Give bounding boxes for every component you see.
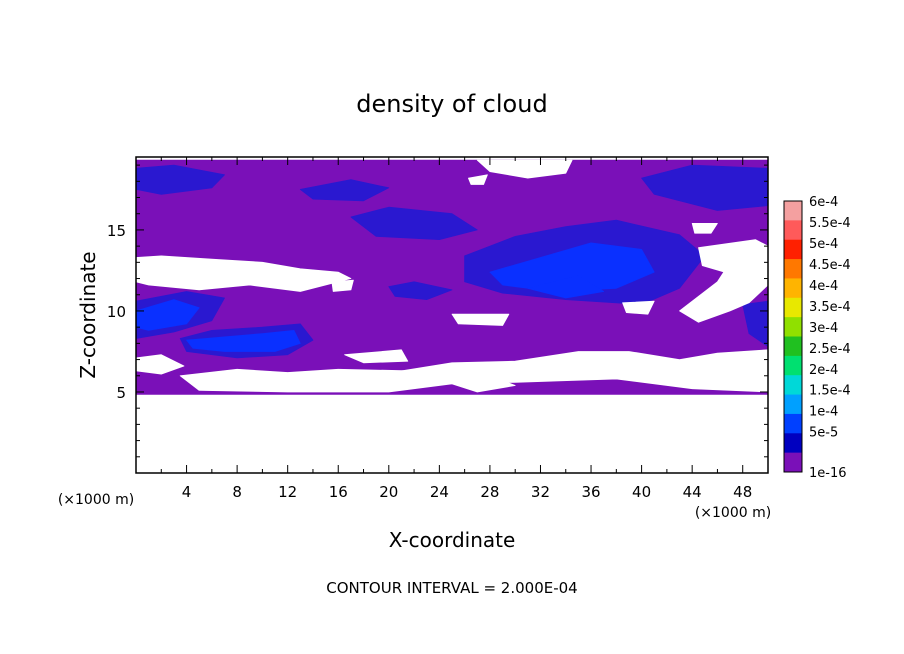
y-tick-label: 5 xyxy=(116,384,126,402)
contour-region-3 xyxy=(299,179,390,202)
colorbar-swatch xyxy=(784,239,802,260)
x-tick-label: 36 xyxy=(581,483,600,501)
colorbar-label: 3.5e-4 xyxy=(809,300,851,315)
colorbar-swatch xyxy=(784,394,802,415)
x-tick-label: 24 xyxy=(430,483,449,501)
colorbar-label: 6e-4 xyxy=(809,195,838,210)
colorbar-swatch xyxy=(784,355,802,376)
x-tick-label: 32 xyxy=(531,483,550,501)
contour-region-27 xyxy=(691,222,718,234)
colorbar-swatch xyxy=(784,413,802,434)
contour-region-24 xyxy=(622,300,655,315)
plot-frame xyxy=(135,156,769,474)
colorbar-label: 3e-4 xyxy=(809,321,838,336)
colorbar-swatch xyxy=(784,259,802,279)
contour-region-6 xyxy=(489,242,655,292)
chart-title: density of cloud xyxy=(356,90,547,118)
colorbar-swatch xyxy=(784,220,802,241)
x-tick-label: 44 xyxy=(683,483,702,501)
colorbar-swatch xyxy=(784,297,802,318)
contour-region-7 xyxy=(527,274,605,299)
x-unit-label: (×1000 m) xyxy=(695,505,771,521)
colorbar-frame xyxy=(783,200,803,473)
x-tick-label: 12 xyxy=(278,483,297,501)
colorbar-swatch xyxy=(784,336,802,357)
x-axis-label: X-coordinate xyxy=(389,528,516,552)
y-axis: 5 10 15 xyxy=(107,164,768,458)
y-tick-label: 15 xyxy=(107,222,126,240)
contour-region-16 xyxy=(135,255,352,292)
colorbar-label: 4e-4 xyxy=(809,279,838,294)
contour-region-15 xyxy=(135,394,769,474)
contour-region-13 xyxy=(388,281,453,301)
x-axis: 4 8 12 16 20 24 28 32 36 40 44 48 xyxy=(160,157,752,501)
y-axis-label: Z-coordinate xyxy=(76,251,100,378)
colorbar-swatch xyxy=(784,452,802,473)
x-tick-label: 4 xyxy=(182,483,192,501)
x-tick-label: 8 xyxy=(232,483,242,501)
colorbar-label: 5.5e-4 xyxy=(809,216,851,231)
contour-region-23 xyxy=(451,313,510,326)
y-unit-label: (×1000 m) xyxy=(58,492,134,508)
x-tick-label: 28 xyxy=(480,483,499,501)
contour-region-20 xyxy=(344,349,409,364)
colorbar-swatch xyxy=(784,201,802,221)
contour-interval-note: CONTOUR INTERVAL = 2.000E-04 xyxy=(326,579,577,597)
colorbar-label: 2.5e-4 xyxy=(809,342,851,357)
contour-region-22 xyxy=(451,375,516,393)
colorbar: 6e-4 5.5e-4 5e-4 4.5e-4 4e-4 3.5e-4 3e-4 2.5e-4… xyxy=(783,195,851,481)
contour-field xyxy=(135,159,769,474)
contour-region-11 xyxy=(186,329,301,352)
colorbar-label: 1e-16 xyxy=(809,466,847,481)
x-tick-label: 16 xyxy=(329,483,348,501)
colorbar-swatch xyxy=(784,433,802,454)
x-tick-label: 40 xyxy=(632,483,651,501)
contour-region-17 xyxy=(331,279,354,292)
colorbar-label: 4.5e-4 xyxy=(809,258,851,273)
x-tick-label: 20 xyxy=(379,483,398,501)
contour-region-4 xyxy=(350,206,478,241)
contour-region-28 xyxy=(476,159,573,179)
colorbar-label: 2e-4 xyxy=(809,363,838,378)
x-tick-label: 48 xyxy=(733,483,752,501)
colorbar-swatch xyxy=(784,278,802,299)
colorbar-label: 5e-5 xyxy=(809,426,838,441)
contour-region-29 xyxy=(467,174,488,185)
colorbar-label: 1.5e-4 xyxy=(809,384,851,399)
colorbar-swatch xyxy=(784,317,802,337)
colorbar-label: 5e-4 xyxy=(809,237,838,252)
y-tick-label: 10 xyxy=(107,303,126,321)
colorbar-swatch xyxy=(784,375,802,396)
colorbar-label: 1e-4 xyxy=(809,405,838,420)
